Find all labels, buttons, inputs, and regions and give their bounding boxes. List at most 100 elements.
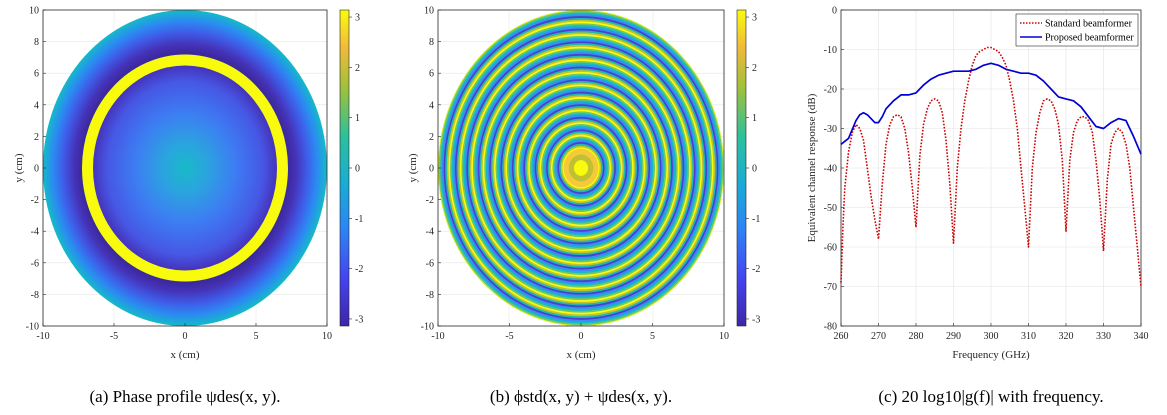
phase-ring	[513, 93, 649, 243]
colorbar-tick-label: 1	[355, 113, 360, 124]
colorbar-tick-label: -3	[355, 314, 363, 325]
phase-ring	[485, 62, 677, 274]
phase-ring	[503, 82, 659, 254]
phase-ring	[559, 143, 603, 193]
x-tick-label: -10	[431, 331, 444, 342]
y-tick-label: 6	[429, 69, 434, 80]
phase-ring	[511, 91, 651, 245]
x-tick-label: 280	[909, 331, 924, 342]
phase-ring	[505, 84, 657, 252]
y-tick-label: -20	[824, 85, 837, 96]
phase-ring	[458, 32, 704, 304]
panel-b-ylabel: y (cm)	[407, 153, 419, 182]
x-tick-label: 320	[1059, 331, 1074, 342]
panel-c-ylabel: Equivalent channel response (dB)	[806, 93, 818, 242]
panel-c: 260 270 280 290 300 310 320 330 340 0 -10 -20 -30 -40…	[806, 6, 1149, 407]
panel-b-xlabel: x (cm)	[566, 349, 595, 361]
panel-b-caption: (b) ϕstd(x, y) + ψdes(x, y).	[490, 387, 672, 406]
colorbar-tick-label: 2	[752, 63, 757, 74]
panel-c-xlabel: Frequency (GHz)	[952, 349, 1030, 361]
phase-ring	[557, 141, 605, 195]
y-tick-label: 2	[429, 132, 434, 143]
panel-b-colorbar	[736, 9, 747, 327]
x-tick-label: 5	[254, 331, 259, 342]
phase-ring	[451, 25, 711, 311]
phase-ring	[515, 95, 647, 241]
phase-ring	[489, 66, 673, 270]
panel-c-legend: Standard beamformer Proposed beamformer	[1015, 13, 1139, 47]
y-tick-label: -10	[421, 322, 434, 333]
x-tick-label: 310	[1021, 331, 1036, 342]
phase-ring	[562, 147, 600, 189]
phase-ring	[464, 39, 698, 297]
y-tick-label: 0	[832, 6, 837, 17]
panel-b-ticks: -10 -5 0 5 10 10 8 6 4 2 0 -2 -4 -6 -8 -10	[421, 6, 729, 343]
panel-c-series	[840, 46, 1142, 287]
phase-ring	[510, 89, 652, 247]
phase-ring	[529, 111, 633, 225]
panel-a-ylabel: y (cm)	[13, 153, 25, 182]
phase-ring	[445, 17, 717, 319]
y-tick-label: -40	[824, 164, 837, 175]
x-tick-label: 260	[834, 331, 849, 342]
colorbar-tick-label: 3	[752, 13, 757, 24]
x-tick-label: 340	[1134, 331, 1149, 342]
y-tick-label: 0	[429, 164, 434, 175]
y-tick-label: 8	[34, 37, 39, 48]
phase-ring	[536, 118, 626, 218]
y-tick-label: 4	[34, 100, 39, 111]
colorbar-tick-label: 0	[355, 164, 360, 175]
panel-a-colorbar	[339, 9, 350, 327]
y-tick-label: 10	[29, 6, 39, 17]
y-tick-label: 8	[429, 37, 434, 48]
phase-ring	[526, 107, 636, 229]
legend-label-proposed: Proposed beamformer	[1045, 33, 1134, 44]
phase-ring	[448, 21, 714, 315]
phase-ring	[476, 52, 686, 284]
x-tick-label: 10	[719, 331, 729, 342]
x-tick-label: 0	[579, 331, 584, 342]
y-tick-label: 4	[429, 100, 434, 111]
legend-box	[1015, 13, 1139, 47]
colorbar-tick-label: 0	[752, 164, 757, 175]
panel-c-caption: (c) 20 log10|g(f)| with frequency.	[878, 387, 1103, 406]
x-tick-label: 330	[1096, 331, 1111, 342]
center-phase-core	[573, 160, 589, 176]
panel-c-ticks: 260 270 280 290 300 310 320 330 340 0 -10 -20 -30 -40…	[824, 6, 1149, 343]
series-standard-beamformer	[840, 46, 1142, 287]
phase-ring	[537, 120, 625, 216]
x-tick-label: -10	[36, 331, 49, 342]
phase-ring	[474, 50, 688, 286]
phase-ring	[463, 37, 699, 299]
colorbar-tick-label: -3	[752, 314, 760, 325]
phase-ring	[518, 98, 644, 238]
colorbar-tick-label: 2	[355, 63, 360, 74]
phase-ring	[469, 44, 693, 292]
phase-ring	[555, 140, 607, 196]
panel-a-caption: (a) Phase profile ψdes(x, y).	[90, 387, 281, 406]
phase-ring	[549, 132, 613, 204]
colorbar-tick-label: -1	[752, 214, 760, 225]
phase-ring	[498, 77, 664, 259]
phase-ring	[466, 41, 696, 295]
legend-label-standard: Standard beamformer	[1045, 19, 1133, 30]
phase-ring	[507, 86, 655, 250]
y-tick-label: -8	[31, 290, 39, 301]
y-tick-label: -4	[31, 227, 39, 238]
phase-ring	[500, 79, 662, 257]
phase-ring	[497, 75, 665, 261]
x-tick-label: 290	[946, 331, 961, 342]
phase-ring	[516, 97, 646, 239]
y-tick-label: -60	[824, 243, 837, 254]
phase-wrap-ring	[82, 54, 288, 282]
y-tick-label: -2	[426, 195, 434, 206]
phase-ring	[539, 122, 623, 214]
phase-ring	[453, 26, 709, 310]
colorbar-tick-label: -1	[355, 214, 363, 225]
phase-ring	[560, 145, 602, 191]
y-tick-label: -6	[426, 258, 434, 269]
y-tick-label: -70	[824, 282, 837, 293]
phase-ring	[482, 59, 680, 277]
phase-ring	[541, 124, 621, 212]
